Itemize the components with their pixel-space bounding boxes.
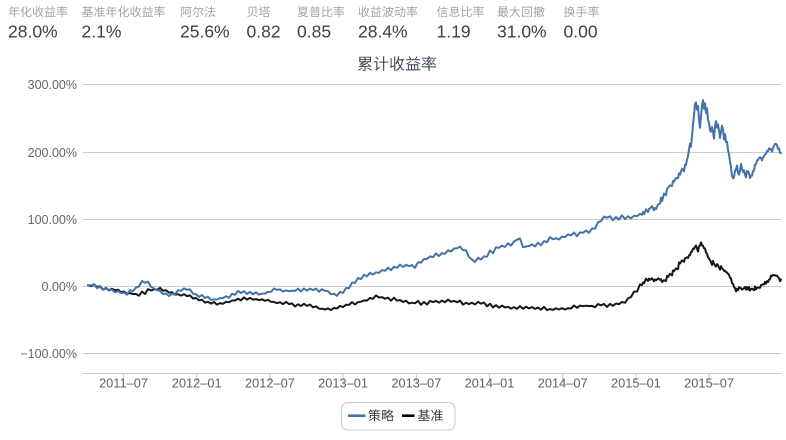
svg-text:2014–01: 2014–01	[465, 376, 515, 391]
svg-text:−100.00%: −100.00%	[20, 347, 77, 361]
svg-text:28.4%: 28.4%	[358, 22, 408, 42]
svg-text:0.85: 0.85	[297, 22, 331, 42]
svg-text:2013–07: 2013–07	[391, 376, 441, 391]
svg-text:0.00%: 0.00%	[42, 280, 77, 294]
svg-text:2015–01: 2015–01	[611, 376, 661, 391]
svg-text:2013–01: 2013–01	[318, 376, 368, 391]
svg-text:2014–07: 2014–07	[538, 376, 588, 391]
svg-text:31.0%: 31.0%	[497, 22, 547, 42]
svg-text:2011–07: 2011–07	[99, 376, 148, 391]
svg-text:200.00%: 200.00%	[28, 146, 77, 160]
svg-text:25.6%: 25.6%	[180, 22, 230, 42]
svg-text:1.19: 1.19	[437, 22, 471, 42]
svg-text:28.0%: 28.0%	[8, 22, 58, 42]
svg-text:100.00%: 100.00%	[28, 213, 77, 227]
svg-text:300.00%: 300.00%	[28, 78, 77, 92]
svg-text:0.82: 0.82	[247, 22, 281, 42]
svg-text:2.1%: 2.1%	[82, 22, 122, 42]
svg-text:2015–07: 2015–07	[684, 376, 734, 391]
svg-text:2012–01: 2012–01	[172, 376, 222, 391]
svg-text:0.00: 0.00	[564, 22, 598, 42]
svg-text:2012–07: 2012–07	[245, 376, 295, 391]
